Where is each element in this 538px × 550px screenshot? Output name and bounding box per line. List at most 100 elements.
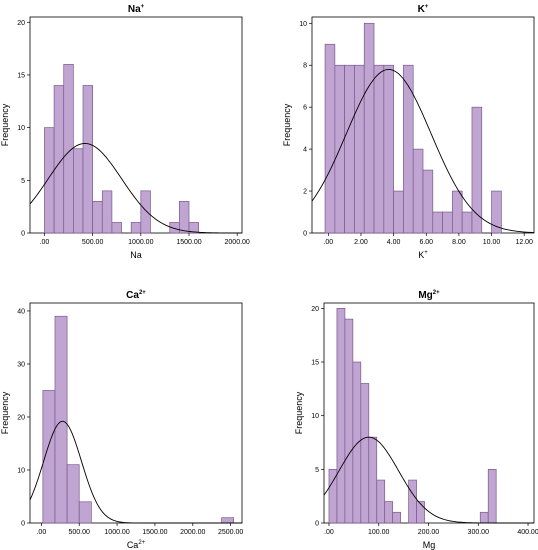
x-tick-label-text: 500.00	[82, 239, 104, 246]
x-tick-label: 200.00	[418, 529, 440, 536]
x-tick-label: 2000.00	[180, 529, 205, 536]
x-tick-label-text: 100.00	[368, 529, 390, 536]
x-axis-label-superscript: +	[424, 250, 428, 256]
x-tick-label-text: 2000.00	[180, 529, 205, 536]
x-tick-label: 2500.00	[218, 529, 243, 536]
x-tick-label: .00	[40, 239, 50, 246]
y-axis-label: Frequency	[0, 391, 10, 434]
y-tick-label-text: 10	[311, 413, 319, 420]
x-tick-label: 10.00	[483, 239, 501, 246]
histogram-bar	[140, 190, 151, 234]
y-tick-label-text: 10	[299, 21, 307, 28]
chart-title-superscript: +	[141, 4, 145, 10]
histogram-bar	[461, 211, 473, 234]
y-tick-label: 10	[17, 467, 25, 474]
histogram-bar	[432, 211, 443, 234]
x-tick: 6.00	[419, 233, 433, 246]
x-tick-label-text: 1500.00	[176, 239, 201, 246]
chart-2: 0 10 20 30 40 .00 500.00 1000.00 1500.00 2000.00 2…	[0, 290, 243, 550]
histogram-bar	[383, 64, 394, 234]
bars	[42, 315, 235, 524]
histogram-bar	[54, 315, 68, 524]
y-tick-label: 20	[17, 20, 25, 27]
histogram-bar	[479, 511, 489, 524]
y-tick-label-text: 15	[311, 360, 319, 367]
y-tick-label-text: 0	[21, 521, 25, 528]
x-tick-label-text: .00	[36, 529, 46, 536]
histogram-bar	[328, 468, 338, 524]
x-tick: 1500.00	[176, 233, 202, 246]
x-tick-label: 1500.00	[176, 239, 201, 246]
y-tick-label: 15	[311, 360, 319, 367]
x-tick: .00	[323, 233, 333, 246]
x-tick: 100.00	[368, 523, 390, 536]
x-tick-label: 1000.00	[104, 529, 129, 536]
y-tick: 10	[299, 21, 312, 28]
y-tick-label: 10	[311, 413, 319, 420]
x-axis-label-superscript: 2+	[138, 540, 145, 546]
y-tick-label: 15	[17, 72, 25, 79]
x-tick-label: 400.00	[517, 529, 538, 536]
y-tick: 0	[303, 231, 312, 238]
y-tick-label-text: 30	[17, 361, 25, 368]
y-tick: 20	[311, 306, 324, 313]
histogram-bar	[376, 479, 386, 524]
histogram-bar	[360, 383, 370, 524]
x-tick-label-text: 300.00	[468, 529, 490, 536]
x-tick-label-text: 6.00	[419, 239, 433, 246]
y-tick-label-text: 0	[315, 521, 319, 528]
chart-title-superscript: 2+	[139, 290, 146, 296]
y-tick: 8	[303, 63, 312, 70]
y-tick: 0	[21, 521, 30, 528]
histogram-bar	[82, 85, 93, 234]
histogram-bar	[412, 148, 424, 234]
y-tick-label: 10	[17, 125, 25, 132]
y-tick: 6	[303, 105, 312, 112]
y-tick: 4	[303, 147, 312, 154]
y-tick-label-text: 5	[315, 467, 319, 474]
y-tick-label: 10	[299, 21, 307, 28]
histogram-bar	[111, 222, 122, 234]
y-tick-label: 0	[21, 521, 25, 528]
x-tick: 8.00	[452, 233, 466, 246]
x-tick-label-text: 1500.00	[142, 529, 167, 536]
x-tick-label: 8.00	[452, 239, 466, 246]
x-axis-label-text: Mg	[423, 540, 436, 550]
x-tick-label-text: .00	[40, 239, 50, 246]
y-tick-label: 4	[303, 147, 307, 154]
histogram-bar	[179, 201, 190, 234]
x-tick: 1000.00	[128, 233, 154, 246]
y-tick: 15	[311, 360, 324, 367]
x-tick: 4.00	[387, 233, 401, 246]
x-tick: 1500.00	[142, 523, 168, 536]
x-tick-label: 300.00	[468, 529, 490, 536]
histogram-bar	[101, 190, 113, 234]
y-tick-label: 6	[303, 105, 307, 112]
y-tick-label-text: 0	[21, 231, 25, 238]
histogram-bar	[324, 43, 336, 234]
y-tick-label: 40	[17, 308, 25, 315]
x-tick-label: 4.00	[387, 239, 401, 246]
normal-curve	[323, 436, 534, 524]
y-axis-label: Frequency	[0, 103, 10, 146]
x-tick-label-text: 1000.00	[128, 239, 153, 246]
y-tick-label: 2	[303, 189, 307, 196]
y-tick-label: 5	[21, 178, 25, 185]
chart-title: Ca2+	[126, 290, 146, 301]
histogram-bar	[487, 468, 497, 524]
y-tick-label: 5	[315, 467, 319, 474]
y-tick-label-text: 20	[311, 306, 319, 313]
x-tick: 2000.00	[225, 233, 250, 246]
x-tick: 2500.00	[218, 523, 243, 536]
y-tick: 0	[315, 521, 324, 528]
chart-title-text: Mg	[418, 290, 432, 301]
x-tick-label-text: 2500.00	[218, 529, 243, 536]
x-axis-label-text: Ca	[127, 540, 139, 550]
x-axis-label: K+	[418, 250, 428, 260]
chart-title-text: Ca	[126, 290, 139, 301]
x-tick-label-text: 12.00	[515, 239, 533, 246]
histogram-bar	[78, 501, 92, 524]
